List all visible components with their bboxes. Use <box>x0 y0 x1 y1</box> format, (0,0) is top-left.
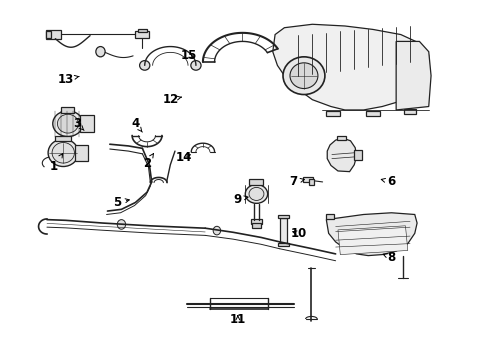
Polygon shape <box>326 213 416 256</box>
FancyBboxPatch shape <box>277 243 288 246</box>
FancyBboxPatch shape <box>55 136 71 141</box>
Ellipse shape <box>289 63 318 89</box>
FancyBboxPatch shape <box>277 215 288 217</box>
FancyBboxPatch shape <box>79 115 93 132</box>
Ellipse shape <box>53 111 83 136</box>
FancyBboxPatch shape <box>404 109 415 114</box>
FancyBboxPatch shape <box>46 30 61 39</box>
Text: 9: 9 <box>233 192 248 206</box>
Ellipse shape <box>96 46 105 57</box>
FancyBboxPatch shape <box>353 150 362 160</box>
Ellipse shape <box>117 220 125 229</box>
Ellipse shape <box>213 226 220 235</box>
FancyBboxPatch shape <box>137 29 147 32</box>
Ellipse shape <box>57 114 78 133</box>
FancyBboxPatch shape <box>75 145 88 161</box>
FancyBboxPatch shape <box>252 223 260 228</box>
FancyBboxPatch shape <box>365 111 379 116</box>
Polygon shape <box>327 138 356 172</box>
Text: 11: 11 <box>229 312 245 326</box>
Polygon shape <box>272 24 428 110</box>
Ellipse shape <box>48 139 78 166</box>
Text: 14: 14 <box>176 151 192 165</box>
Ellipse shape <box>190 61 201 70</box>
FancyBboxPatch shape <box>135 31 149 38</box>
FancyBboxPatch shape <box>279 218 287 243</box>
Text: 13: 13 <box>57 72 79 86</box>
FancyBboxPatch shape <box>250 219 262 224</box>
FancyBboxPatch shape <box>61 107 74 113</box>
Text: 1: 1 <box>50 154 62 173</box>
FancyBboxPatch shape <box>249 179 263 185</box>
Ellipse shape <box>139 61 150 70</box>
Text: 15: 15 <box>181 49 197 62</box>
Ellipse shape <box>283 57 324 95</box>
Text: 2: 2 <box>143 154 153 170</box>
FancyBboxPatch shape <box>326 111 340 116</box>
Text: 7: 7 <box>289 175 303 188</box>
Text: 8: 8 <box>382 251 395 264</box>
Text: 12: 12 <box>162 93 181 106</box>
Polygon shape <box>395 41 430 110</box>
Text: 10: 10 <box>289 227 306 240</box>
Text: 4: 4 <box>131 117 142 132</box>
Polygon shape <box>337 226 407 255</box>
Text: 5: 5 <box>112 196 129 209</box>
Ellipse shape <box>245 185 267 203</box>
Text: 6: 6 <box>380 175 395 188</box>
FancyBboxPatch shape <box>325 213 333 219</box>
Ellipse shape <box>52 142 74 163</box>
FancyBboxPatch shape <box>336 136 345 140</box>
Text: 3: 3 <box>73 117 84 130</box>
FancyBboxPatch shape <box>308 179 313 185</box>
FancyBboxPatch shape <box>45 31 51 37</box>
FancyBboxPatch shape <box>302 177 312 182</box>
Ellipse shape <box>248 187 263 200</box>
